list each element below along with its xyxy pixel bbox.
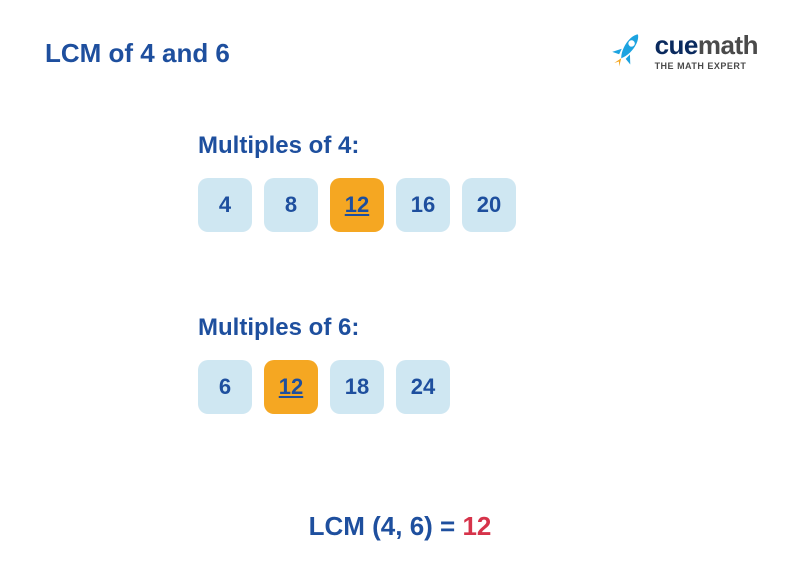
lcm-result-value: 12 — [462, 511, 491, 541]
tile-24: 24 — [396, 360, 450, 414]
rocket-icon — [607, 28, 647, 72]
logo-tagline: THE MATH EXPERT — [655, 61, 758, 71]
tile-12-highlighted: 12 — [330, 178, 384, 232]
page-title: LCM of 4 and 6 — [45, 38, 230, 69]
logo-text: cuemath THE MATH EXPERT — [655, 30, 758, 71]
lcm-result-label: LCM (4, 6) = — [309, 511, 463, 541]
multiples-of-4-tiles: 4 8 12 16 20 — [198, 178, 516, 232]
logo-math: math — [698, 30, 758, 61]
tile-6: 6 — [198, 360, 252, 414]
multiples-of-6-tiles: 6 12 18 24 — [198, 360, 450, 414]
tile-16: 16 — [396, 178, 450, 232]
multiples-of-4-label: Multiples of 4: — [198, 132, 516, 160]
tile-20: 20 — [462, 178, 516, 232]
lcm-result: LCM (4, 6) = 12 — [0, 511, 800, 542]
tile-4: 4 — [198, 178, 252, 232]
tile-12-highlighted: 12 — [264, 360, 318, 414]
logo-cue: cue — [655, 30, 698, 61]
tile-18: 18 — [330, 360, 384, 414]
multiples-of-6-section: Multiples of 6: 6 12 18 24 — [198, 314, 450, 414]
multiples-of-4-section: Multiples of 4: 4 8 12 16 20 — [198, 132, 516, 232]
tile-8: 8 — [264, 178, 318, 232]
multiples-of-6-label: Multiples of 6: — [198, 314, 450, 342]
brand-logo: cuemath THE MATH EXPERT — [607, 28, 758, 72]
